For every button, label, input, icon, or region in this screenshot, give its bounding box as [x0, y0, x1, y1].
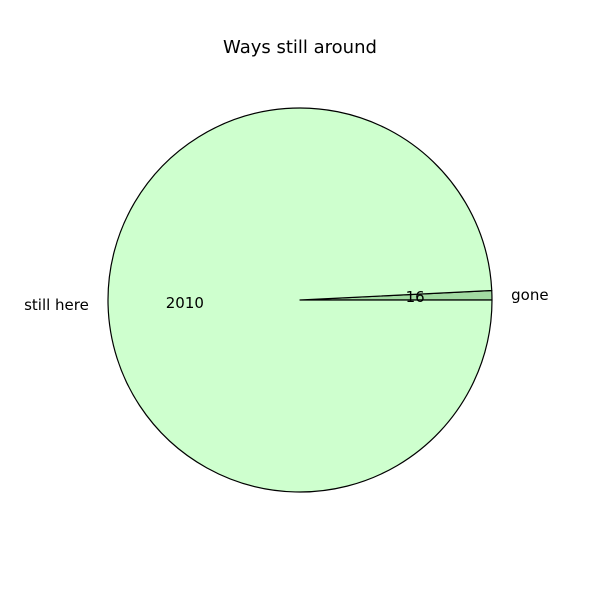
pie-slice-still-here: [107, 107, 493, 493]
chart-title: Ways still around: [223, 37, 377, 58]
slice-value-label-still-here: 2010: [166, 294, 204, 312]
slice-label-gone: gone: [511, 286, 548, 304]
pie-labels: gone 16 still here 2010: [24, 286, 548, 314]
pie-slices: [107, 107, 493, 493]
slice-label-still-here: still here: [24, 296, 89, 314]
slice-value-label-gone: 16: [406, 288, 425, 306]
